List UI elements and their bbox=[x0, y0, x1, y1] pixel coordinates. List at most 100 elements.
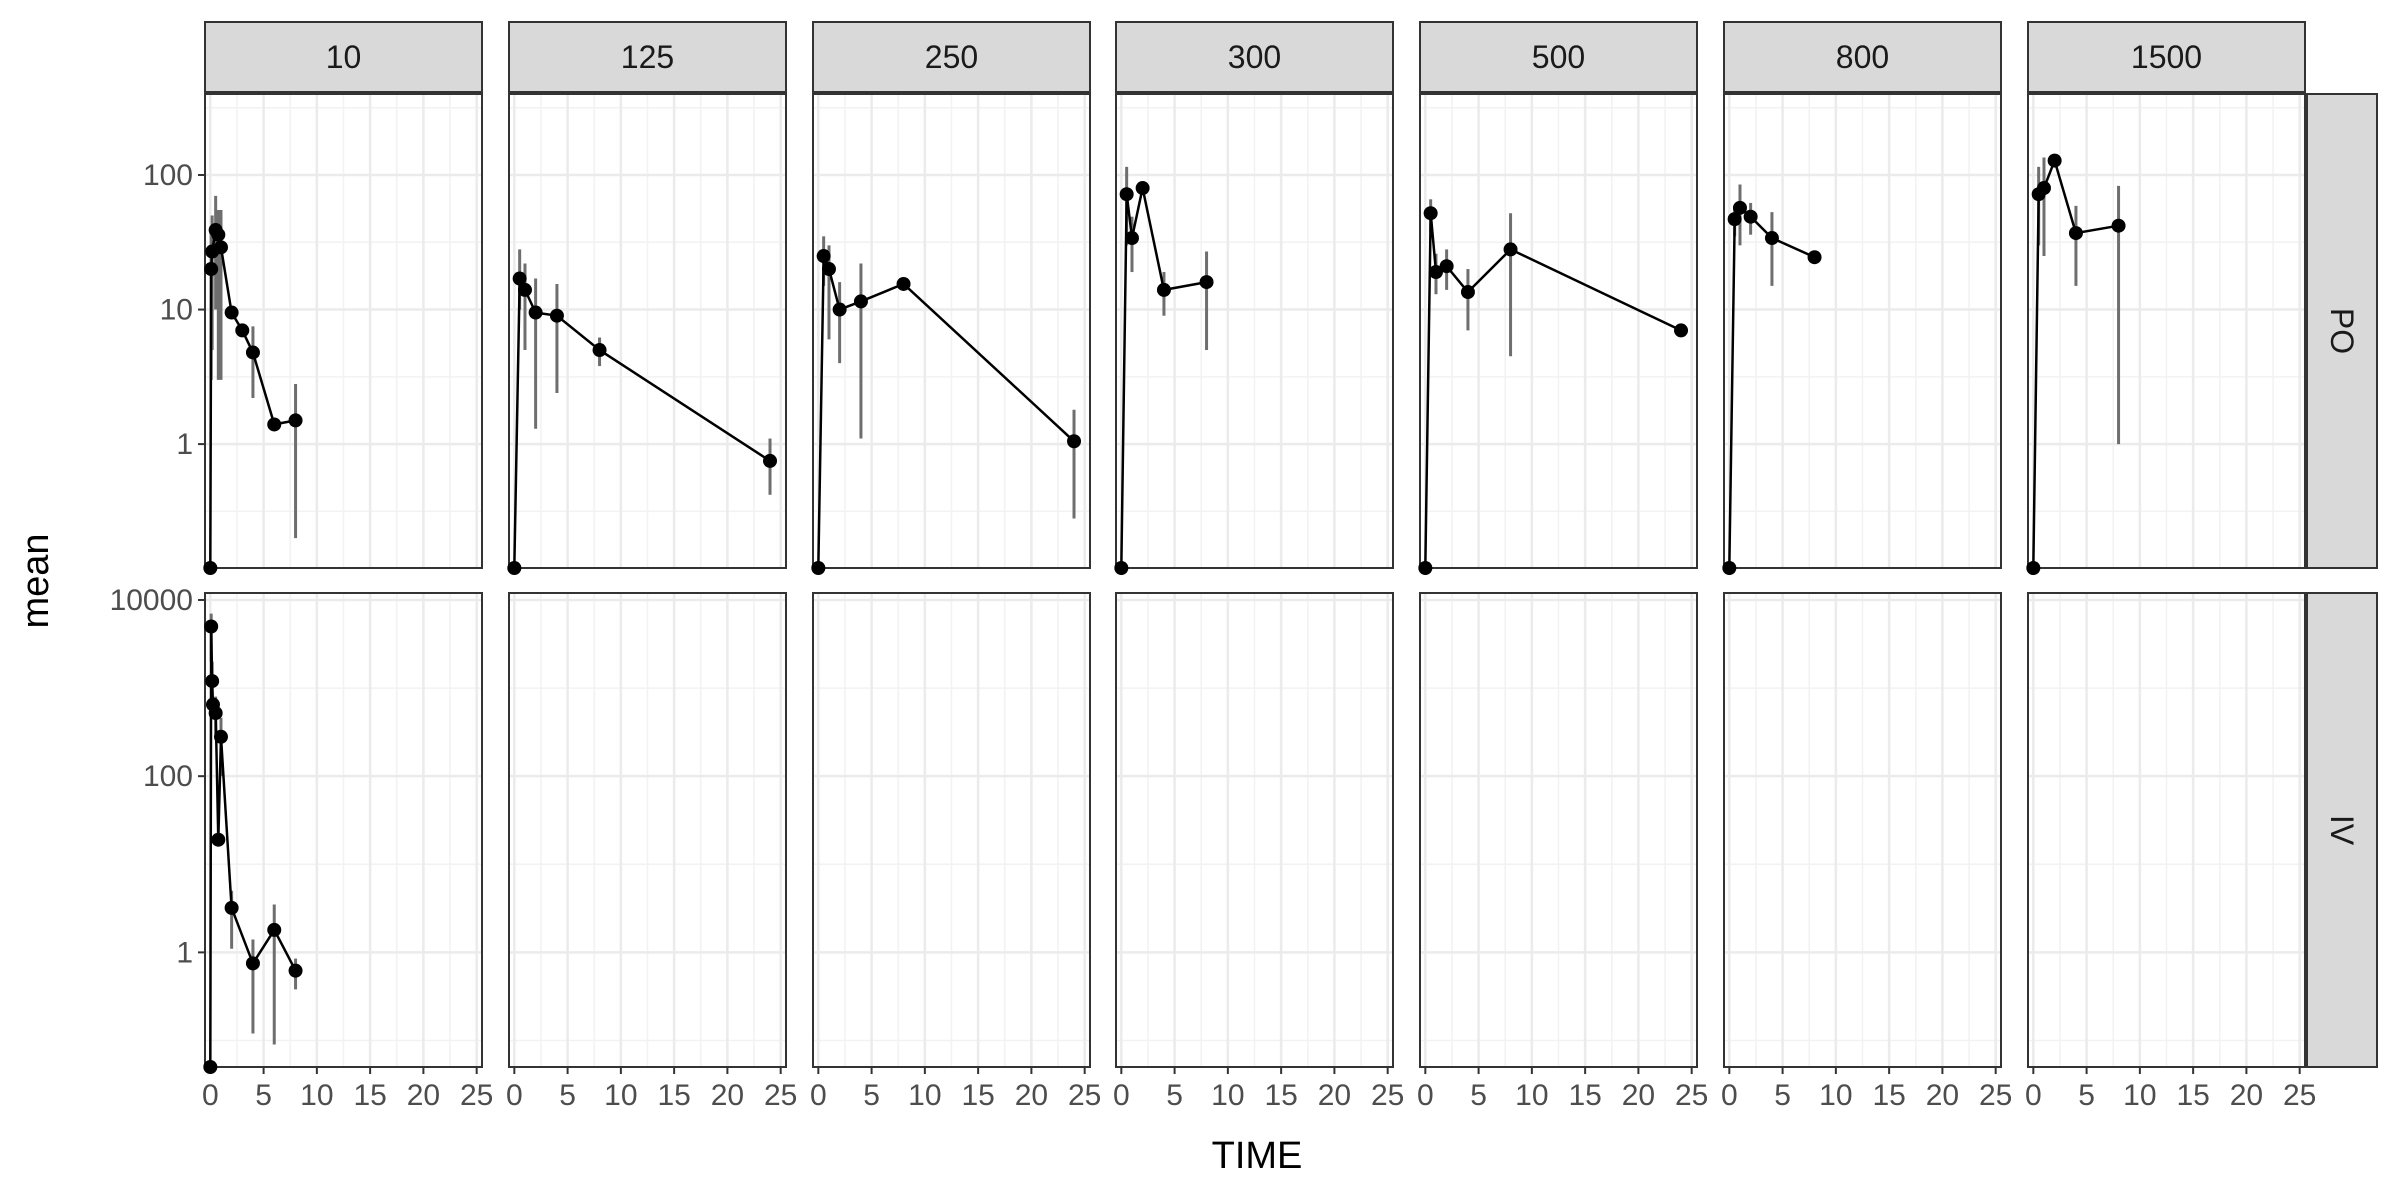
y-tick-label: 10000 bbox=[110, 584, 193, 617]
data-point bbox=[1428, 265, 1443, 280]
data-point bbox=[204, 619, 219, 634]
x-tick-label: 0 bbox=[202, 1079, 219, 1112]
data-point bbox=[203, 561, 218, 575]
strip-label: 125 bbox=[621, 39, 674, 75]
x-tick-label: 10 bbox=[2123, 1079, 2156, 1112]
strip-background bbox=[2306, 592, 2378, 1068]
data-point bbox=[1764, 231, 1779, 246]
strip-col-10: 10 bbox=[204, 21, 483, 93]
x-tick-label: 20 bbox=[1318, 1079, 1351, 1112]
series-po-250 bbox=[811, 236, 1082, 575]
data-point bbox=[1156, 282, 1171, 297]
data-point bbox=[528, 305, 543, 320]
data-point bbox=[245, 956, 260, 971]
data-point bbox=[1124, 231, 1139, 246]
data-point bbox=[205, 674, 220, 689]
panel-border bbox=[508, 592, 787, 1068]
x-tick-label: 10 bbox=[1211, 1079, 1244, 1112]
data-point bbox=[224, 900, 239, 915]
data-point bbox=[1135, 181, 1150, 196]
strip-label: 250 bbox=[925, 39, 978, 75]
strip-col-125: 125 bbox=[508, 21, 787, 93]
strip-label: PO bbox=[2324, 308, 2360, 354]
data-point bbox=[821, 262, 836, 277]
x-tick-label: 20 bbox=[407, 1079, 440, 1112]
data-point bbox=[1423, 206, 1438, 221]
data-point bbox=[245, 345, 260, 360]
x-tick-label: 15 bbox=[353, 1079, 386, 1112]
data-marks bbox=[203, 153, 2126, 1074]
x-tick-label: 5 bbox=[1774, 1079, 1791, 1112]
series-po-300 bbox=[1114, 166, 1214, 575]
data-point bbox=[507, 561, 522, 575]
y-tick-label: 100 bbox=[143, 760, 193, 793]
x-tick-label: 10 bbox=[300, 1079, 333, 1112]
y-tick-label: 1 bbox=[176, 428, 193, 461]
panel-border bbox=[812, 592, 1091, 1068]
panel-border bbox=[2027, 592, 2306, 1068]
panel-border bbox=[1723, 93, 2002, 569]
panel-po-1500 bbox=[2027, 93, 2306, 569]
strip-label: 300 bbox=[1228, 39, 1281, 75]
series-po-125 bbox=[507, 249, 778, 575]
y-tick-label: 100 bbox=[143, 159, 193, 192]
x-tick-label: 10 bbox=[1515, 1079, 1548, 1112]
x-tick-label: 25 bbox=[1068, 1079, 1101, 1112]
panel-po-10: 1 10 100 bbox=[143, 93, 483, 569]
panel-border bbox=[1115, 93, 1394, 569]
strip-row-IV: IV bbox=[2306, 592, 2378, 1068]
x-tick-label: 20 bbox=[711, 1079, 744, 1112]
panel-border bbox=[1419, 592, 1698, 1068]
panel-iv-300: 0 5 10 15 20 25 bbox=[1113, 592, 1404, 1112]
strip-col-300: 300 bbox=[1115, 21, 1394, 93]
data-point bbox=[204, 262, 219, 277]
data-point bbox=[1732, 200, 1747, 215]
data-point bbox=[208, 706, 223, 721]
strip-col-800: 800 bbox=[1723, 21, 2002, 93]
panel-po-500 bbox=[1419, 93, 1698, 569]
x-tick-label: 20 bbox=[1926, 1079, 1959, 1112]
data-point bbox=[1460, 285, 1475, 300]
x-tick-label: 15 bbox=[1872, 1079, 1905, 1112]
x-tick-label: 0 bbox=[1113, 1079, 1130, 1112]
strip-label: 500 bbox=[1532, 39, 1585, 75]
strip-background bbox=[812, 21, 1091, 93]
series-po-10 bbox=[203, 195, 303, 575]
panel-iv-250: 0 5 10 15 20 25 bbox=[810, 592, 1101, 1112]
x-tick-label: 5 bbox=[863, 1079, 880, 1112]
data-point bbox=[1199, 275, 1214, 290]
series-po-500 bbox=[1418, 199, 1689, 575]
x-tick-label: 10 bbox=[604, 1079, 637, 1112]
data-point bbox=[2111, 218, 2126, 233]
x-tick-label: 15 bbox=[1568, 1079, 1601, 1112]
panel-po-250 bbox=[812, 93, 1091, 569]
x-tick-label: 10 bbox=[908, 1079, 941, 1112]
x-tick-label: 0 bbox=[1721, 1079, 1738, 1112]
x-tick-label: 5 bbox=[2078, 1079, 2095, 1112]
data-point bbox=[1114, 561, 1129, 575]
data-point bbox=[1503, 242, 1518, 257]
y-tick-label: 1 bbox=[176, 936, 193, 969]
x-tick-label: 15 bbox=[657, 1079, 690, 1112]
x-tick-label: 25 bbox=[2283, 1079, 2316, 1112]
data-point bbox=[1674, 323, 1689, 338]
data-point bbox=[832, 302, 847, 317]
data-point bbox=[763, 453, 778, 468]
data-point bbox=[1722, 561, 1737, 575]
data-point bbox=[2036, 181, 2051, 196]
series-line bbox=[1120, 187, 1207, 569]
strip-col-500: 500 bbox=[1419, 21, 1698, 93]
x-tick-label: 5 bbox=[1470, 1079, 1487, 1112]
x-tick-label: 25 bbox=[1979, 1079, 2012, 1112]
strip-background bbox=[2306, 93, 2378, 569]
x-tick-label: 25 bbox=[764, 1079, 797, 1112]
panel-iv-10: 1 100 10000 0 5 10 15 20 25 bbox=[110, 584, 494, 1112]
x-tick-label: 15 bbox=[961, 1079, 994, 1112]
data-point bbox=[896, 276, 911, 291]
series-line bbox=[2032, 156, 2119, 569]
panel-iv-1500: 0 5 10 15 20 25 bbox=[2025, 592, 2316, 1112]
panel-iv-125: 0 5 10 15 20 25 bbox=[506, 592, 797, 1112]
panel-po-800 bbox=[1723, 93, 2002, 569]
data-point bbox=[1119, 187, 1134, 202]
